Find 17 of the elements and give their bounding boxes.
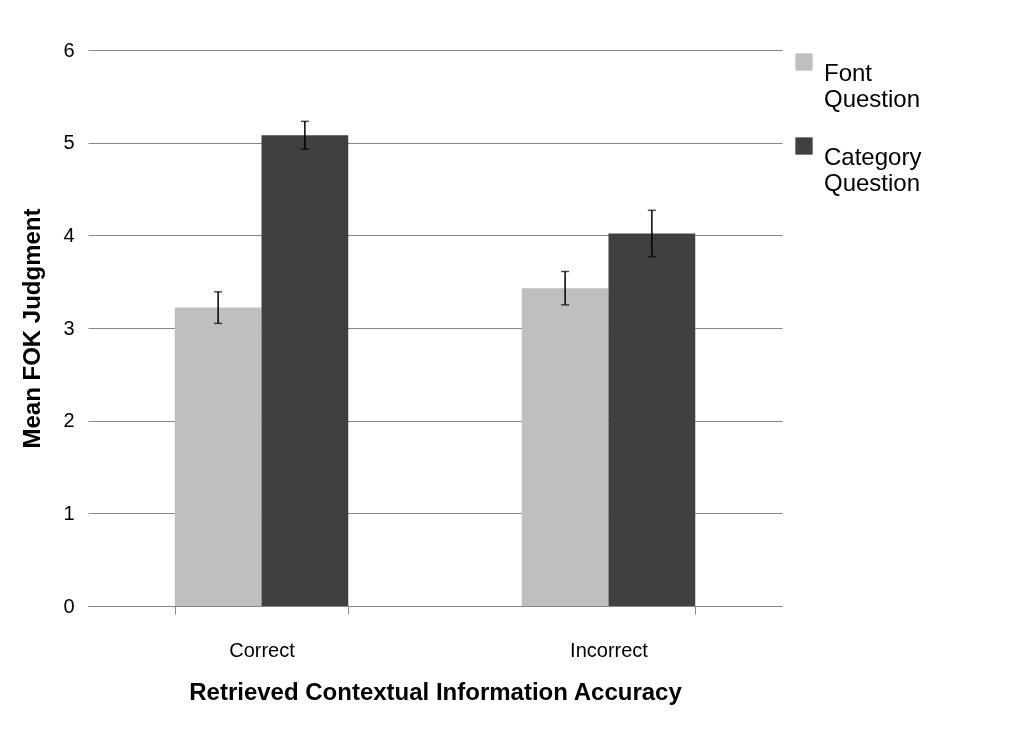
x-tick-label: Correct — [229, 638, 296, 661]
legend-label: Category Question — [824, 143, 922, 196]
bar — [174, 307, 262, 606]
y-tick-label: 4 — [63, 223, 75, 246]
y-tick-label: 6 — [63, 38, 75, 61]
y-tick-label: 2 — [63, 409, 75, 432]
y-axis-title: Mean FOK Judgment — [18, 208, 46, 449]
bar — [608, 233, 696, 606]
legend-label: Font Question — [824, 59, 921, 112]
bar — [521, 288, 609, 606]
y-tick-label: 1 — [63, 501, 75, 524]
x-tick-label: Incorrect — [570, 638, 649, 661]
bar — [261, 135, 349, 606]
y-tick-label: 0 — [63, 594, 75, 617]
x-axis-title: Retrieved Contextual Information Accuracy — [189, 677, 683, 705]
y-tick-label: 3 — [63, 316, 75, 339]
y-tick-label: 5 — [63, 131, 75, 154]
